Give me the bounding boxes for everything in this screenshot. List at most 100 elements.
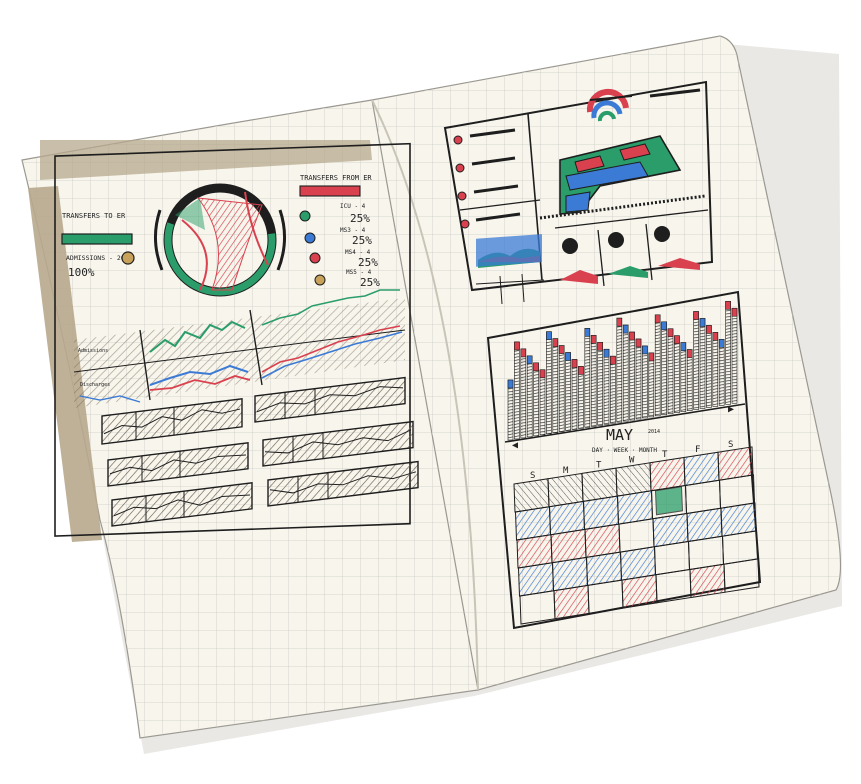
calendar-day-cell[interactable] <box>516 534 553 569</box>
calendar-day-cell[interactable] <box>720 502 757 537</box>
admissions-label: ADMISSIONS - 20 <box>66 254 125 262</box>
bar <box>558 345 565 432</box>
transfers-from-er-bar <box>299 185 361 197</box>
calendar-day-cell[interactable] <box>616 490 654 525</box>
calendar-day-cell[interactable] <box>615 462 652 497</box>
calendar-day-cell[interactable] <box>550 528 587 564</box>
calendar-day-cell[interactable] <box>689 563 726 599</box>
calendar-day-cell[interactable] <box>650 484 688 520</box>
calendar-day-cell[interactable] <box>652 512 689 548</box>
bar <box>520 348 527 439</box>
calendar-year: 2014 <box>648 429 660 435</box>
transfers-from-er-label: TRANSFERS FROM ER <box>300 174 372 182</box>
bar <box>622 324 629 422</box>
weekday-label: F <box>695 445 700 455</box>
calendar-day-cell[interactable] <box>619 546 657 581</box>
row-label-admissions: Admissions <box>78 348 108 354</box>
calendar-day-cell[interactable] <box>582 495 620 530</box>
bar <box>648 352 655 418</box>
bar <box>635 338 642 420</box>
stat-label: MS4 - 4 <box>345 249 371 256</box>
weekday-label: W <box>629 455 635 465</box>
calendar-day-cell[interactable] <box>513 478 550 513</box>
right-bottom-calendar-panel: ◀ ▶ MAY 2014 DAY · WEEK · MONTH S M T W T F S <box>486 290 762 630</box>
calendar-day-cell[interactable] <box>514 506 552 541</box>
calendar-month: MAY <box>606 426 633 444</box>
calendar-day-cell[interactable] <box>717 446 754 481</box>
calendar-day-cell[interactable] <box>547 472 584 508</box>
bar <box>610 355 616 424</box>
calendar-day-cell[interactable] <box>584 523 621 558</box>
weekday-label: S <box>728 440 733 450</box>
calendar-day-cell[interactable] <box>517 562 555 597</box>
trend-charts: Admissions Discharges <box>73 289 406 408</box>
bar <box>661 321 667 416</box>
calendar-view-switcher[interactable]: DAY · WEEK · MONTH <box>592 447 657 454</box>
bar <box>597 341 603 426</box>
sparkline-grid <box>101 376 419 527</box>
bar <box>571 359 578 430</box>
stat-label: MS5 - 4 <box>346 269 372 276</box>
calendar-grid <box>513 446 760 625</box>
bar <box>590 335 597 427</box>
bar <box>539 369 546 436</box>
bar <box>712 332 719 407</box>
bar <box>526 355 533 438</box>
weekday-header: S M T W T F S <box>530 440 733 481</box>
weekday-label: T <box>662 450 668 460</box>
stat-value: 25% <box>352 234 372 247</box>
row-label-discharges: Discharges <box>80 382 110 388</box>
weekday-label: T <box>596 461 602 471</box>
next-arrow[interactable]: ▶ <box>728 404 734 415</box>
calendar-day-cell[interactable] <box>548 500 586 536</box>
admissions-dot <box>121 251 135 265</box>
calendar-day-cell[interactable] <box>723 558 760 593</box>
calendar-day-cell[interactable] <box>581 467 618 502</box>
bar <box>514 341 520 440</box>
chord-diagram <box>154 183 286 297</box>
right-top-dashboard <box>443 80 714 305</box>
bar <box>725 300 731 405</box>
weekday-label: M <box>563 466 569 476</box>
bar <box>616 317 623 423</box>
bar <box>629 331 635 421</box>
calendar-day-cell[interactable] <box>621 574 658 609</box>
transfers-to-er-bar <box>61 233 133 245</box>
bar <box>686 349 693 411</box>
stats-list: ICU - 4 25% MS3 - 4 25% MS4 - 4 25% MS5 … <box>299 203 380 289</box>
calendar-day-cell[interactable] <box>683 451 720 487</box>
bar <box>674 335 680 414</box>
bar <box>584 328 591 428</box>
left-dashboard: TRANSFERS TO ER ADMISSIONS - 20 100% TRA… <box>28 140 419 542</box>
weekday-label: S <box>530 471 535 481</box>
left-page <box>21 99 479 739</box>
bar <box>642 345 648 419</box>
calendar-day-cell[interactable] <box>649 456 686 492</box>
bar <box>546 331 552 435</box>
calendar-day-cell[interactable] <box>553 584 590 620</box>
bar <box>507 379 514 441</box>
bar-chart <box>507 300 738 441</box>
bar <box>533 362 539 437</box>
masking-tape <box>28 186 102 542</box>
admissions-value: 100% <box>68 266 95 279</box>
bar <box>699 318 706 409</box>
bar <box>693 311 699 410</box>
bar <box>565 352 571 431</box>
stat-value: 25% <box>360 276 380 289</box>
stat-label: ICU - 4 <box>340 203 366 210</box>
calendar-day-cell[interactable] <box>585 551 623 586</box>
calendar-day-cell[interactable] <box>686 507 723 543</box>
stat-value: 25% <box>358 256 378 269</box>
stat-label: MS3 - 4 <box>340 227 366 234</box>
bar <box>718 339 725 406</box>
bar <box>706 325 712 408</box>
bar <box>578 366 584 429</box>
bar <box>731 307 738 404</box>
stat-value: 25% <box>350 212 370 225</box>
prev-arrow[interactable]: ◀ <box>512 440 518 451</box>
bar <box>667 328 674 415</box>
calendar-day-cell[interactable] <box>551 556 589 592</box>
bar <box>654 314 661 417</box>
